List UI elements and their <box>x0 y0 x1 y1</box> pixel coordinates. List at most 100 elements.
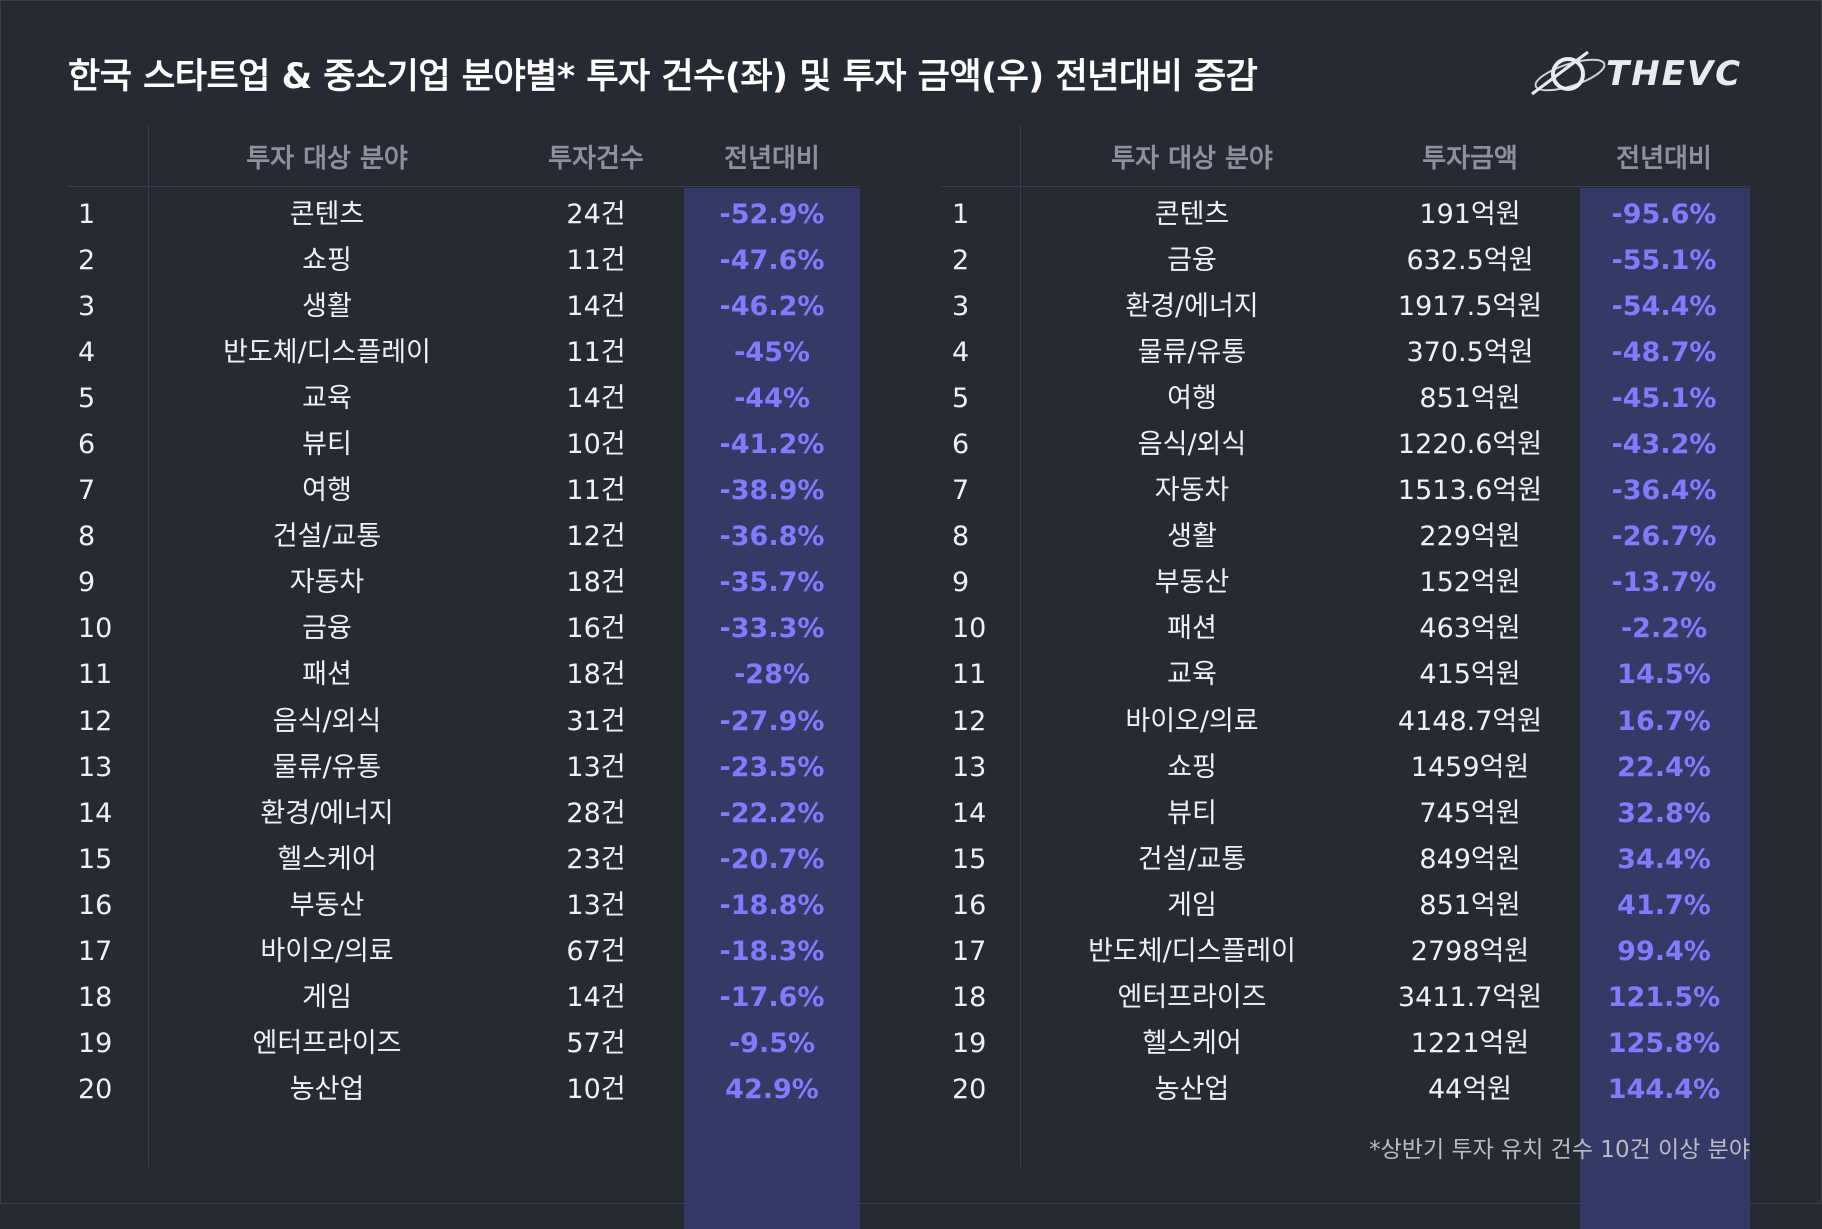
table-row: 19 헬스케어 1221억원 125.8% <box>942 1021 1750 1067</box>
value-cell: 10건 <box>566 1073 626 1105</box>
rank-cell: 10 <box>78 613 113 645</box>
change-cell: -18.3% <box>719 935 825 967</box>
column-divider <box>1020 126 1021 1167</box>
table-row: 6 음식/외식 1220.6억원 -43.2% <box>942 422 1750 468</box>
table-header: 투자 대상 분야 투자건수 전년대비 <box>68 126 860 186</box>
value-cell: 16건 <box>566 613 626 645</box>
change-cell: 34.4% <box>1617 843 1711 875</box>
table-row: 1 콘텐츠 24건 -52.9% <box>68 192 860 238</box>
value-cell: 463억원 <box>1419 613 1521 645</box>
rank-cell: 13 <box>952 751 987 783</box>
change-cell: -22.2% <box>719 797 825 829</box>
rank-cell: 8 <box>78 521 96 553</box>
table-row: 20 농산업 10건 42.9% <box>68 1067 860 1113</box>
value-cell: 745억원 <box>1419 797 1521 829</box>
value-cell: 57건 <box>566 1027 626 1059</box>
table-row: 13 쇼핑 1459억원 22.4% <box>942 745 1750 791</box>
thevc-logo: THEVC <box>1528 44 1753 106</box>
field-cell: 헬스케어 <box>1142 1027 1242 1059</box>
table-row: 9 자동차 18건 -35.7% <box>68 560 860 606</box>
change-cell: 41.7% <box>1617 889 1711 921</box>
header-value: 투자금액 <box>1422 143 1518 174</box>
field-cell: 물류/유통 <box>1137 337 1247 369</box>
value-cell: 28건 <box>566 797 626 829</box>
change-cell: -2.2% <box>1620 613 1708 645</box>
header-divider <box>942 186 1750 187</box>
table-row: 19 엔터프라이즈 57건 -9.5% <box>68 1021 860 1067</box>
value-cell: 415억원 <box>1419 659 1521 691</box>
rank-cell: 7 <box>78 475 96 507</box>
header-value: 투자건수 <box>548 143 644 174</box>
table-row: 10 금융 16건 -33.3% <box>68 606 860 652</box>
change-cell: 125.8% <box>1607 1027 1721 1059</box>
value-cell: 24건 <box>566 199 626 230</box>
table-row: 5 여행 851억원 -45.1% <box>942 376 1750 422</box>
change-column-highlight <box>1580 188 1750 1229</box>
value-cell: 13건 <box>566 751 626 783</box>
value-cell: 1917.5억원 <box>1397 291 1543 323</box>
rank-cell: 17 <box>952 935 987 967</box>
field-cell: 생활 <box>302 291 352 323</box>
value-cell: 1459억원 <box>1410 751 1530 783</box>
value-cell: 44억원 <box>1427 1073 1513 1105</box>
table-row: 15 건설/교통 849억원 34.4% <box>942 837 1750 883</box>
value-cell: 23건 <box>566 843 626 875</box>
rank-cell: 5 <box>952 383 970 415</box>
rank-cell: 6 <box>952 429 970 461</box>
field-cell: 여행 <box>302 475 352 507</box>
field-cell: 물류/유통 <box>272 751 382 783</box>
rank-cell: 11 <box>952 659 987 691</box>
change-cell: 32.8% <box>1617 797 1711 829</box>
logo-text: THEVC <box>1606 54 1743 94</box>
value-cell: 14건 <box>566 981 626 1013</box>
value-cell: 229억원 <box>1419 521 1521 553</box>
change-cell: -45% <box>734 337 810 369</box>
field-cell: 콘텐츠 <box>1154 199 1230 230</box>
value-cell: 14건 <box>566 383 626 415</box>
table-row: 12 음식/외식 31건 -27.9% <box>68 699 860 745</box>
rank-cell: 17 <box>78 935 113 967</box>
change-cell: -44% <box>734 383 810 415</box>
field-cell: 교육 <box>1167 659 1217 691</box>
field-cell: 음식/외식 <box>272 705 382 737</box>
rank-cell: 20 <box>952 1073 987 1105</box>
value-cell: 18건 <box>566 567 626 599</box>
table-row: 11 교육 415억원 14.5% <box>942 652 1750 698</box>
field-cell: 금융 <box>1167 245 1217 277</box>
value-cell: 4148.7억원 <box>1397 705 1543 737</box>
value-cell: 14건 <box>566 291 626 323</box>
rank-cell: 19 <box>952 1027 987 1059</box>
rank-cell: 10 <box>952 613 987 645</box>
value-cell: 851억원 <box>1419 383 1521 415</box>
field-cell: 농산업 <box>289 1073 365 1105</box>
field-cell: 반도체/디스플레이 <box>223 337 431 369</box>
header-change: 전년대비 <box>1616 143 1712 174</box>
value-cell: 1220.6억원 <box>1397 429 1543 461</box>
field-cell: 쇼핑 <box>1167 751 1217 783</box>
rank-cell: 4 <box>952 337 970 369</box>
rank-cell: 18 <box>78 981 113 1013</box>
change-cell: -35.7% <box>719 567 825 599</box>
value-cell: 2798억원 <box>1410 935 1530 967</box>
value-cell: 11건 <box>566 245 626 277</box>
rank-cell: 3 <box>952 291 970 323</box>
change-cell: -36.8% <box>719 521 825 553</box>
field-cell: 바이오/의료 <box>260 935 394 967</box>
column-divider <box>148 126 149 1167</box>
table-row: 4 반도체/디스플레이 11건 -45% <box>68 330 860 376</box>
field-cell: 여행 <box>1167 383 1217 415</box>
table-row: 12 바이오/의료 4148.7억원 16.7% <box>942 699 1750 745</box>
change-cell: -23.5% <box>719 751 825 783</box>
change-column-highlight <box>684 188 860 1229</box>
table-row: 13 물류/유통 13건 -23.5% <box>68 745 860 791</box>
table-row: 3 생활 14건 -46.2% <box>68 284 860 330</box>
field-cell: 콘텐츠 <box>289 199 365 230</box>
value-cell: 11건 <box>566 337 626 369</box>
field-cell: 농산업 <box>1154 1073 1230 1105</box>
change-cell: 99.4% <box>1617 935 1711 967</box>
change-cell: -41.2% <box>719 429 825 461</box>
field-cell: 환경/에너지 <box>1125 291 1259 323</box>
table-body: 1 콘텐츠 24건 -52.9% 2 쇼핑 11건 -47.6% 3 생활 14건 -46.2% 4 반도… <box>68 192 860 1113</box>
change-cell: 22.4% <box>1617 751 1711 783</box>
value-cell: 10건 <box>566 429 626 461</box>
